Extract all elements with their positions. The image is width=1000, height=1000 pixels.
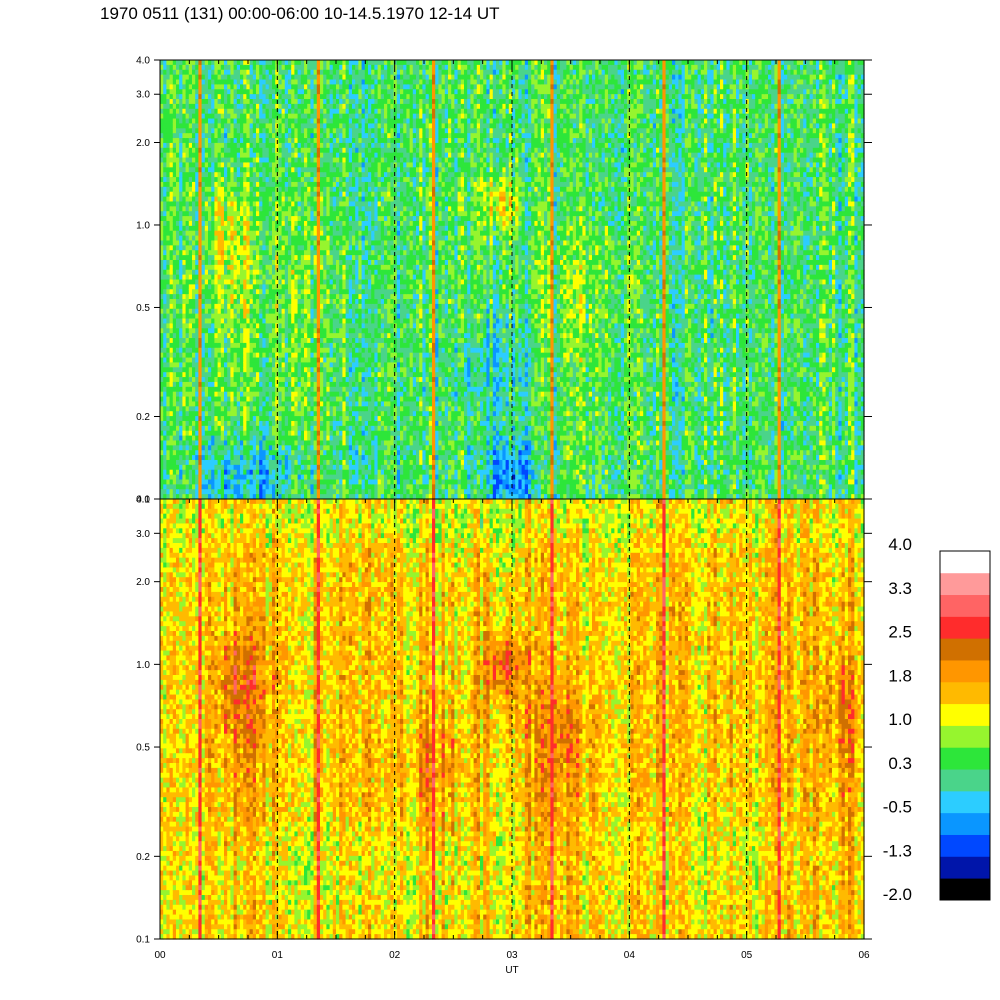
spectrogram-chart: 0.10.20.51.02.03.04.00.10.20.51.02.03.04… xyxy=(0,0,1000,1000)
